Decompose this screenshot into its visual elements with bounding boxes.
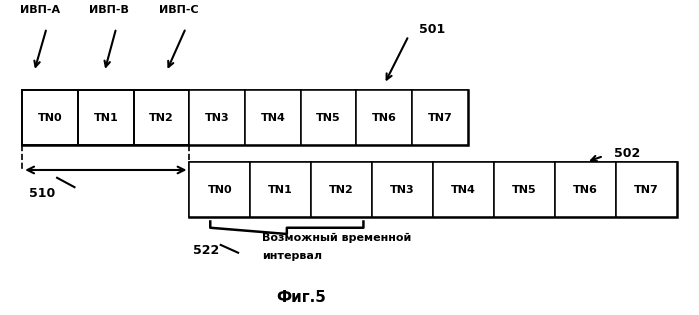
Text: TN2: TN2 <box>149 113 174 123</box>
Text: 522: 522 <box>193 244 219 257</box>
Bar <box>22 90 78 145</box>
Text: TN4: TN4 <box>261 113 285 123</box>
Text: 501: 501 <box>419 23 445 36</box>
Text: TN3: TN3 <box>205 113 229 123</box>
Text: интервал: интервал <box>262 251 322 261</box>
Text: TN0: TN0 <box>208 185 232 194</box>
Text: TN0: TN0 <box>38 113 62 123</box>
Text: TN5: TN5 <box>317 113 341 123</box>
Text: TN3: TN3 <box>390 185 415 194</box>
Bar <box>189 90 245 145</box>
Bar <box>616 162 677 217</box>
Bar <box>250 162 311 217</box>
Text: TN1: TN1 <box>94 113 118 123</box>
Text: ИВП-А: ИВП-А <box>20 5 59 15</box>
Bar <box>189 162 250 217</box>
Bar <box>311 162 372 217</box>
Bar <box>22 90 468 145</box>
Text: Возможный временной: Возможный временной <box>262 233 412 243</box>
Text: TN1: TN1 <box>268 185 293 194</box>
Text: 502: 502 <box>614 147 640 161</box>
Text: ИВП-В: ИВП-В <box>89 5 129 15</box>
Bar <box>433 162 494 217</box>
Bar <box>372 162 433 217</box>
Bar <box>494 162 555 217</box>
Text: TN6: TN6 <box>573 185 598 194</box>
Text: TN7: TN7 <box>428 113 452 123</box>
Bar <box>134 90 189 145</box>
Text: TN7: TN7 <box>634 185 658 194</box>
Bar <box>301 90 356 145</box>
Text: TN5: TN5 <box>512 185 537 194</box>
Bar <box>78 90 134 145</box>
Text: TN4: TN4 <box>451 185 476 194</box>
Text: ИВП-С: ИВП-С <box>159 5 199 15</box>
Bar <box>189 162 677 217</box>
Text: Фиг.5: Фиг.5 <box>276 290 326 306</box>
Text: 510: 510 <box>29 186 55 199</box>
Bar <box>356 90 412 145</box>
Bar <box>555 162 616 217</box>
Text: TN2: TN2 <box>329 185 354 194</box>
Bar <box>412 90 468 145</box>
Bar <box>245 90 301 145</box>
Text: TN6: TN6 <box>372 113 397 123</box>
